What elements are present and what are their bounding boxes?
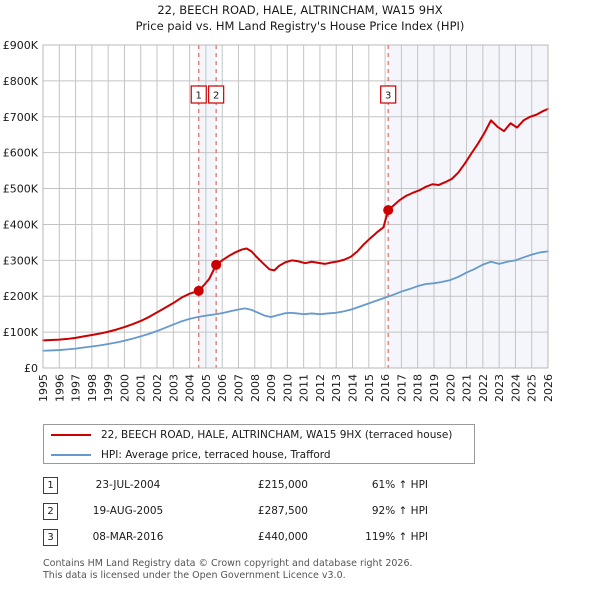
- legend-item-property: 22, BEECH ROAD, HALE, ALTRINCHAM, WA15 9…: [44, 425, 474, 445]
- svg-text:2012: 2012: [314, 374, 327, 402]
- transaction-hpi-delta: 92% ↑ HPI: [371, 505, 428, 517]
- transaction-price: £287,500: [257, 505, 308, 517]
- svg-text:2020: 2020: [444, 374, 457, 402]
- transaction-price: £215,000: [257, 479, 308, 491]
- transaction-date: 08-MAR-2016: [92, 531, 164, 543]
- svg-text:2026: 2026: [542, 374, 555, 402]
- page-subtitle: Price paid vs. HM Land Registry's House …: [135, 19, 465, 33]
- page-title: 22, BEECH ROAD, HALE, ALTRINCHAM, WA15 9…: [157, 3, 443, 17]
- svg-text:£600K: £600K: [3, 147, 39, 160]
- svg-text:2025: 2025: [526, 374, 539, 402]
- svg-text:2009: 2009: [265, 374, 278, 402]
- svg-text:2005: 2005: [200, 374, 213, 402]
- transaction-hpi-delta: 119% ↑ HPI: [365, 531, 428, 543]
- svg-text:2011: 2011: [298, 374, 311, 402]
- legend-label-hpi: HPI: Average price, terraced house, Traf…: [101, 449, 331, 461]
- svg-text:2021: 2021: [461, 374, 474, 402]
- svg-text:1998: 1998: [86, 374, 99, 402]
- chart-title-block: 22, BEECH ROAD, HALE, ALTRINCHAM, WA15 9…: [0, 2, 600, 34]
- svg-text:£400K: £400K: [3, 218, 39, 231]
- copyright-line: Contains HM Land Registry data © Crown c…: [43, 558, 413, 569]
- legend-label-property: 22, BEECH ROAD, HALE, ALTRINCHAM, WA15 9…: [101, 429, 453, 441]
- svg-text:2013: 2013: [330, 374, 343, 402]
- svg-text:2000: 2000: [118, 374, 131, 402]
- transaction-hpi-delta: 61% ↑ HPI: [371, 479, 428, 491]
- licence-line: This data is licensed under the Open Gov…: [43, 569, 346, 581]
- x-axis-tick-labels: 1995 1996 1997 1998 1999 2000 2001 2002 2003 2004…: [37, 374, 555, 402]
- svg-text:£800K: £800K: [3, 75, 39, 88]
- transaction-point-markers[interactable]: [193, 205, 394, 296]
- transactions-table: 1 23-JUL-2004 £215,000 61% ↑ HPI 2 19-AU…: [43, 472, 463, 550]
- svg-text:2006: 2006: [216, 374, 229, 402]
- svg-text:2002: 2002: [151, 374, 164, 402]
- svg-text:2004: 2004: [184, 374, 197, 402]
- svg-text:1: 1: [196, 91, 202, 102]
- svg-text:2007: 2007: [232, 374, 245, 402]
- attribution-footer: Contains HM Land Registry data © Crown c…: [43, 558, 563, 581]
- table-row[interactable]: 1 23-JUL-2004 £215,000 61% ↑ HPI: [43, 472, 463, 498]
- svg-text:£700K: £700K: [3, 111, 39, 124]
- transaction-badge: 2: [43, 502, 58, 520]
- svg-text:2018: 2018: [412, 374, 425, 402]
- table-row[interactable]: 2 19-AUG-2005 £287,500 92% ↑ HPI: [43, 498, 463, 524]
- svg-text:3: 3: [385, 91, 391, 102]
- event-dashed-lines: [198, 45, 389, 368]
- svg-text:2019: 2019: [428, 374, 441, 402]
- svg-text:£200K: £200K: [3, 290, 39, 303]
- svg-text:1996: 1996: [53, 374, 66, 402]
- legend-item-hpi: HPI: Average price, terraced house, Traf…: [44, 445, 474, 465]
- shaded-spans: [198, 45, 548, 368]
- svg-text:£100K: £100K: [3, 326, 39, 339]
- svg-text:2015: 2015: [363, 374, 376, 402]
- svg-text:2023: 2023: [493, 374, 506, 402]
- plot-border: [42, 44, 549, 369]
- svg-text:£300K: £300K: [3, 254, 39, 267]
- svg-text:1995: 1995: [37, 374, 50, 402]
- svg-text:1999: 1999: [102, 374, 115, 402]
- transaction-badge: 1: [43, 476, 58, 494]
- svg-text:2: 2: [213, 91, 219, 102]
- property-price-series-line: [42, 107, 549, 342]
- legend-swatch-hpi: [51, 454, 91, 456]
- table-row[interactable]: 3 08-MAR-2016 £440,000 119% ↑ HPI: [43, 524, 463, 550]
- svg-text:2024: 2024: [509, 374, 522, 402]
- svg-text:2010: 2010: [281, 374, 294, 402]
- svg-text:2001: 2001: [135, 374, 148, 402]
- svg-text:£900K: £900K: [3, 39, 39, 52]
- svg-text:2008: 2008: [249, 374, 262, 402]
- chart-legend: 22, BEECH ROAD, HALE, ALTRINCHAM, WA15 9…: [43, 424, 475, 464]
- legend-swatch-property: [51, 434, 91, 436]
- svg-text:2016: 2016: [379, 374, 392, 402]
- svg-text:2014: 2014: [347, 374, 360, 402]
- svg-text:£0: £0: [24, 362, 38, 375]
- transaction-price: £440,000: [257, 531, 308, 543]
- svg-text:£500K: £500K: [3, 183, 39, 196]
- svg-text:2003: 2003: [167, 374, 180, 402]
- y-axis-tick-labels: £0 £100K £200K £300K £400K £500K £600K £700K £80…: [3, 39, 39, 375]
- svg-text:1997: 1997: [70, 374, 83, 402]
- transaction-date: 23-JUL-2004: [95, 479, 161, 491]
- transaction-badge: 3: [43, 528, 58, 546]
- plot-area: £0 £100K £200K £300K £400K £500K £600K £700K £80…: [3, 39, 555, 402]
- hpi-series-line: [42, 250, 549, 352]
- transaction-date: 19-AUG-2005: [92, 505, 164, 517]
- svg-text:2017: 2017: [395, 374, 408, 402]
- svg-text:2022: 2022: [477, 374, 490, 402]
